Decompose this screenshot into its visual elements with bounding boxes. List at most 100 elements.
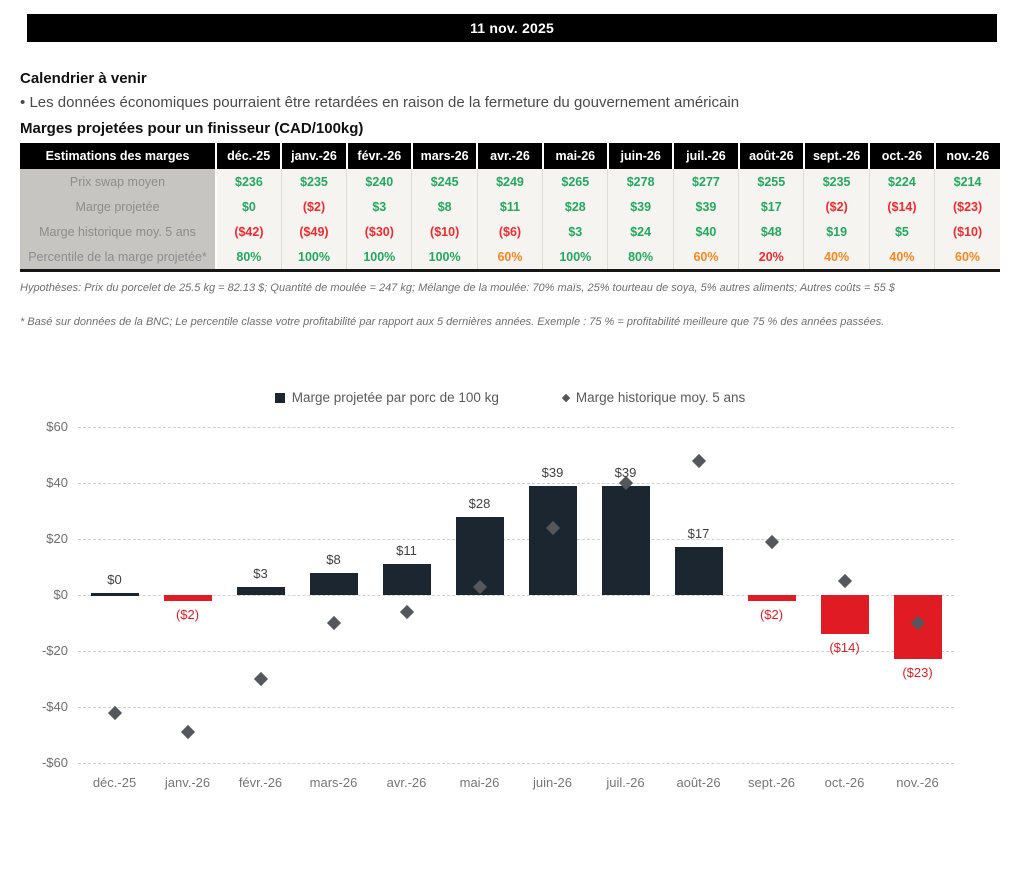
table-cell: 40% (803, 244, 870, 271)
table-cell: $265 (542, 169, 609, 194)
table-row: Marge historique moy. 5 ans ($42) ($49) ($3… (20, 219, 1000, 244)
table-cell: $19 (803, 219, 870, 244)
x-axis-tick: janv.-26 (164, 775, 211, 790)
table-month-header: déc.-25 (216, 143, 283, 169)
gridline (78, 483, 954, 484)
bar-value-label: $28 (468, 495, 491, 511)
historic-margin-diamond-icon (691, 453, 706, 468)
bar-value-label: $17 (687, 526, 710, 542)
margin-bar (747, 595, 796, 601)
x-axis-tick: mai-26 (459, 775, 500, 790)
table-cell: ($14) (869, 194, 936, 219)
bar-value-label: $39 (614, 464, 637, 480)
row-label: Marge projetée (20, 194, 217, 219)
table-cell: ($10) (411, 219, 478, 244)
margins-chart: Marge projetée par porc de 100 kg Marge … (20, 390, 1000, 810)
table-cell: $278 (607, 169, 674, 194)
page-content: Calendrier à venir • Les données économi… (0, 70, 1024, 810)
table-month-header: mars-26 (411, 143, 479, 169)
table-cell: $8 (411, 194, 478, 219)
table-corner-header: Estimations des marges (20, 143, 217, 169)
table-row: Percentile de la marge projetée* 80% 100% 1… (20, 244, 1000, 271)
table-cell: 60% (673, 244, 740, 271)
x-axis-tick: sept.-26 (748, 775, 795, 790)
table-cell: 100% (346, 244, 413, 271)
y-axis-tick: $0 (53, 587, 68, 602)
table-cell: $255 (738, 169, 805, 194)
row-label: Marge historique moy. 5 ans (20, 219, 217, 244)
margins-heading: Marges projetées pour un finisseur (CAD/… (20, 120, 364, 137)
table-month-header: juil.-26 (673, 143, 740, 169)
y-axis-tick: $60 (46, 419, 68, 434)
margin-bar (674, 547, 723, 595)
table-month-header: oct.-26 (869, 143, 936, 169)
margin-bar (236, 586, 285, 595)
table-cell: $3 (542, 219, 609, 244)
bar-value-label: ($23) (902, 665, 933, 681)
margin-bar (820, 595, 869, 635)
x-axis-tick: nov.-26 (896, 775, 939, 790)
table-cell: $277 (673, 169, 740, 194)
legend-item-scatter: Marge historique moy. 5 ans (561, 390, 745, 405)
y-axis-tick: $20 (46, 531, 68, 546)
margin-bar (309, 572, 358, 595)
table-cell: ($10) (934, 219, 1000, 244)
percentile-footnote: * Basé sur données de la BNC; Le percent… (20, 316, 885, 328)
table-cell: ($6) (477, 219, 544, 244)
calendar-bullet: • Les données économiques pourraient êtr… (20, 94, 1000, 111)
margins-table-body: Prix swap moyen $236 $235 $240 $245 $249 $265 $… (20, 169, 1000, 271)
margin-bar (528, 485, 577, 595)
table-cell: $240 (346, 169, 413, 194)
table-cell: $5 (869, 219, 936, 244)
bar-value-label: $11 (396, 543, 417, 559)
margin-bar (90, 593, 139, 596)
gridline (78, 763, 954, 764)
margin-bar (382, 564, 431, 595)
x-axis-tick: déc.-25 (92, 775, 137, 790)
table-cell: ($42) (216, 219, 282, 244)
bar-value-label: ($2) (759, 606, 784, 622)
table-cell: ($23) (934, 194, 1000, 219)
table-cell: 100% (542, 244, 609, 271)
historic-margin-diamond-icon (253, 671, 268, 687)
table-month-header: avr.-26 (477, 143, 544, 169)
gridline (78, 707, 954, 708)
calendar-heading: Calendrier à venir (20, 70, 147, 87)
table-cell: ($49) (281, 219, 348, 244)
x-axis-tick: juin-26 (532, 775, 573, 790)
table-month-header: sept.-26 (803, 143, 871, 169)
chart-legend: Marge projetée par porc de 100 kg Marge … (20, 390, 1000, 405)
table-cell: $3 (346, 194, 413, 219)
table-cell: $11 (477, 194, 544, 219)
x-axis-tick: avr.-26 (386, 775, 427, 790)
table-row: Prix swap moyen $236 $235 $240 $245 $249 $265 $… (20, 169, 1000, 194)
historic-margin-diamond-icon (764, 534, 779, 549)
margin-bar (601, 485, 650, 595)
table-cell: 20% (738, 244, 805, 271)
table-cell: 80% (216, 244, 282, 271)
table-cell: 40% (869, 244, 936, 271)
table-cell: $28 (542, 194, 609, 219)
report-date-banner: 11 nov. 2025 (27, 14, 997, 42)
table-cell: $224 (869, 169, 936, 194)
table-cell: $39 (673, 194, 740, 219)
table-cell: 80% (607, 244, 674, 271)
table-cell: 100% (281, 244, 348, 271)
table-cell: $39 (607, 194, 674, 219)
table-row: Marge projetée $0 ($2) $3 $8 $11 $28 $39 $39 $17(… (20, 194, 1000, 219)
bullet-marker: • (20, 94, 26, 111)
table-cell: $17 (738, 194, 805, 219)
table-month-header: nov.-26 (934, 143, 1000, 169)
chart-x-axis: déc.-25 janv.-26 févr.-26 mars-26 avr.-26 mai… (78, 775, 954, 790)
bar-value-label: $39 (541, 464, 564, 480)
historic-margin-diamond-icon (399, 604, 414, 619)
table-cell: ($30) (346, 219, 413, 244)
table-cell: $249 (477, 169, 544, 194)
y-axis-tick: $40 (46, 475, 68, 490)
x-axis-tick: mars-26 (309, 775, 358, 790)
table-month-header: juin-26 (607, 143, 675, 169)
chart-plot: $60 $40 $20 $0 -$20 -$40 -$60 $0 ($2) $3 $8 $11 $28 $… (42, 419, 954, 770)
historic-margin-diamond-icon (326, 615, 341, 631)
row-label: Prix swap moyen (20, 169, 217, 194)
margin-bar (163, 595, 212, 601)
